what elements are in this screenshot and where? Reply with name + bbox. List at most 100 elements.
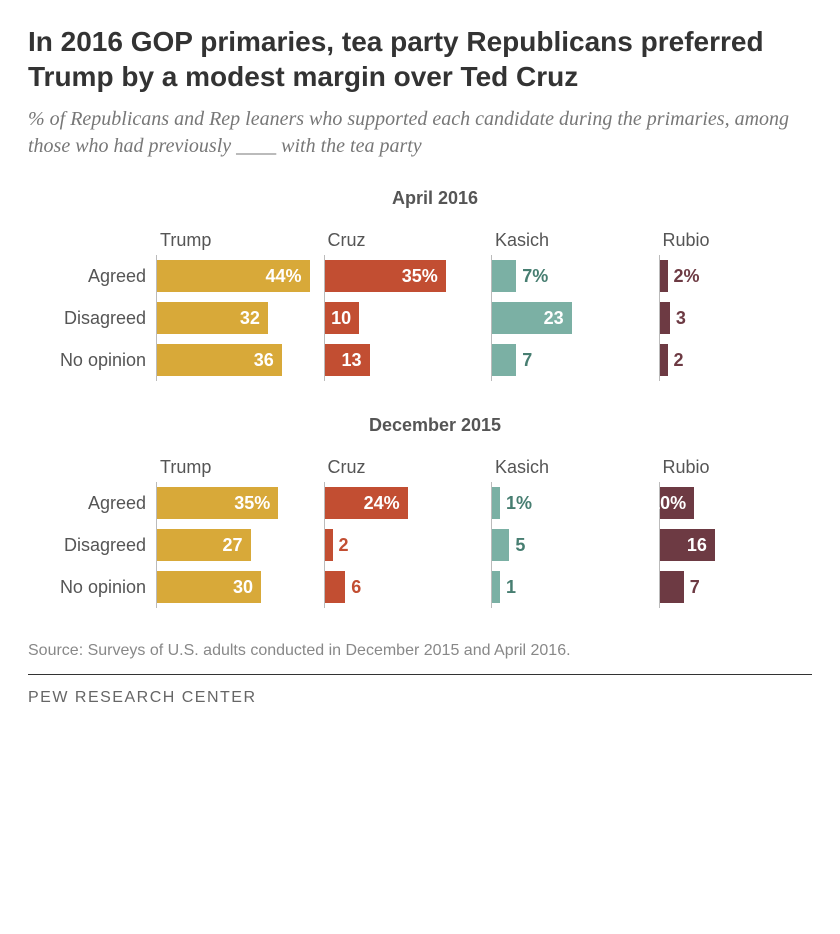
bar-value-label: 1 bbox=[506, 577, 516, 598]
candidate-name: Kasich bbox=[491, 452, 645, 482]
bar bbox=[660, 302, 670, 334]
bar-value-label: 7 bbox=[690, 577, 700, 598]
bar: 44% bbox=[157, 260, 310, 292]
bar bbox=[325, 529, 333, 561]
bar: 30 bbox=[157, 571, 261, 603]
bar: 32 bbox=[157, 302, 268, 334]
bar-row: 32 bbox=[157, 297, 310, 339]
bar-row: 23 bbox=[492, 297, 645, 339]
bar bbox=[492, 487, 500, 519]
candidate-column: Trump44%3236 bbox=[156, 225, 310, 381]
bar-row: 10 bbox=[325, 297, 478, 339]
row-labels: AgreedDisagreedNo opinion bbox=[28, 452, 156, 608]
candidate-columns: Trump 35% 27 30 Cruz 24% 26 Kasich 1% 5 1 Rubio 10% 1… bbox=[156, 452, 812, 608]
bar bbox=[492, 571, 500, 603]
candidate-columns: Trump44%3236Cruz35%1013Kasich7%237Rubio2… bbox=[156, 225, 812, 381]
row-label: Disagreed bbox=[28, 297, 156, 339]
bar-value-label: 2 bbox=[674, 350, 684, 371]
candidate-column: Cruz 35% 10 13 bbox=[324, 225, 478, 381]
bar: 24% bbox=[325, 487, 408, 519]
bar bbox=[492, 529, 509, 561]
bar-value-label: 7 bbox=[522, 350, 532, 371]
chart-title: In 2016 GOP primaries, tea party Republi… bbox=[28, 24, 812, 94]
chart-panel: December 2015AgreedDisagreedNo opinionTr… bbox=[28, 415, 812, 608]
bar: 35% bbox=[157, 487, 278, 519]
bar-group: 2% 3 2 bbox=[659, 255, 813, 381]
candidate-column: Kasich 1% 5 1 bbox=[491, 452, 645, 608]
bar-value-label: 3 bbox=[676, 308, 686, 329]
bar: 10 bbox=[325, 302, 360, 334]
row-label: Disagreed bbox=[28, 524, 156, 566]
bar-group: 24% 26 bbox=[324, 482, 478, 608]
bar: 23 bbox=[492, 302, 572, 334]
bar-row: 36 bbox=[157, 339, 310, 381]
bar-row: 6 bbox=[325, 566, 478, 608]
bar: 27 bbox=[157, 529, 251, 561]
panel-title: April 2016 bbox=[28, 188, 812, 209]
bar-row: 7 bbox=[660, 566, 813, 608]
candidate-name: Rubio bbox=[659, 452, 813, 482]
bar bbox=[660, 571, 684, 603]
bar-group: 7% 23 7 bbox=[491, 255, 645, 381]
chart-grid: AgreedDisagreedNo opinionTrump35%2730Cru… bbox=[28, 452, 812, 608]
bar bbox=[325, 571, 346, 603]
bar-value-label: 6 bbox=[351, 577, 361, 598]
bar-row: 7% bbox=[492, 255, 645, 297]
candidate-name: Cruz bbox=[324, 225, 478, 255]
bar-value-label: 7% bbox=[522, 266, 548, 287]
bar: 13 bbox=[325, 344, 370, 376]
bar-row: 5 bbox=[492, 524, 645, 566]
footer-divider bbox=[28, 674, 812, 675]
bar-group: 1% 5 1 bbox=[491, 482, 645, 608]
row-label: No opinion bbox=[28, 566, 156, 608]
bar-row: 13 bbox=[325, 339, 478, 381]
candidate-column: Rubio 2% 3 2 bbox=[659, 225, 813, 381]
source-note: Source: Surveys of U.S. adults conducted… bbox=[28, 642, 812, 660]
bar-group: 35% 27 30 bbox=[156, 482, 310, 608]
candidate-column: Kasich 7% 23 7 bbox=[491, 225, 645, 381]
candidate-name: Rubio bbox=[659, 225, 813, 255]
bar-row: 2 bbox=[660, 339, 813, 381]
bar-row: 44% bbox=[157, 255, 310, 297]
bar-row: 35% bbox=[157, 482, 310, 524]
row-label: Agreed bbox=[28, 255, 156, 297]
bar-row: 10% bbox=[660, 482, 813, 524]
candidate-column: Cruz 24% 26 bbox=[324, 452, 478, 608]
bar bbox=[660, 260, 668, 292]
bar: 35% bbox=[325, 260, 446, 292]
chart-grid: AgreedDisagreedNo opinionTrump44%3236Cru… bbox=[28, 225, 812, 381]
chart-subtitle: % of Republicans and Rep leaners who sup… bbox=[28, 106, 812, 160]
bar-row: 2% bbox=[660, 255, 813, 297]
footer-attribution: PEW RESEARCH CENTER bbox=[28, 689, 812, 707]
bar-row: 7 bbox=[492, 339, 645, 381]
row-labels: AgreedDisagreedNo opinion bbox=[28, 225, 156, 381]
bar-group: 35% 10 13 bbox=[324, 255, 478, 381]
row-label: Agreed bbox=[28, 482, 156, 524]
bar-value-label: 1% bbox=[506, 493, 532, 514]
candidate-name: Cruz bbox=[324, 452, 478, 482]
bar: 16 bbox=[660, 529, 715, 561]
panel-title: December 2015 bbox=[28, 415, 812, 436]
bar-value-label: 5 bbox=[515, 535, 525, 556]
bar-row: 3 bbox=[660, 297, 813, 339]
bar bbox=[492, 260, 516, 292]
bar-row: 24% bbox=[325, 482, 478, 524]
bar bbox=[492, 344, 516, 376]
chart-panels: April 2016AgreedDisagreedNo opinionTrump… bbox=[28, 188, 812, 608]
bar: 36 bbox=[157, 344, 282, 376]
bar-row: 16 bbox=[660, 524, 813, 566]
bar-row: 2 bbox=[325, 524, 478, 566]
bar bbox=[660, 344, 668, 376]
bar: 10% bbox=[660, 487, 695, 519]
bar-value-label: 2% bbox=[674, 266, 700, 287]
bar-row: 1% bbox=[492, 482, 645, 524]
bar-row: 27 bbox=[157, 524, 310, 566]
bar-row: 1 bbox=[492, 566, 645, 608]
bar-row: 35% bbox=[325, 255, 478, 297]
bar-value-label: 2 bbox=[339, 535, 349, 556]
bar-group: 44% 32 36 bbox=[156, 255, 310, 381]
candidate-name: Trump bbox=[156, 452, 310, 482]
candidate-column: Trump 35% 27 30 bbox=[156, 452, 310, 608]
candidate-name: Kasich bbox=[491, 225, 645, 255]
candidate-column: Rubio 10% 16 7 bbox=[659, 452, 813, 608]
